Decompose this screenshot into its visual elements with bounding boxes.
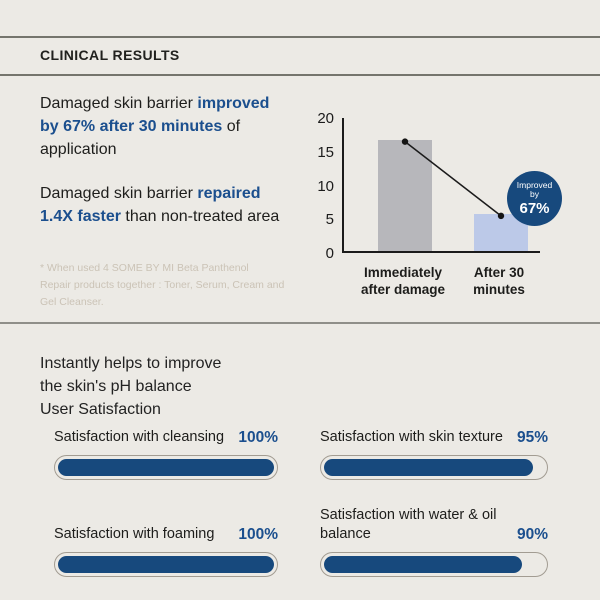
claim-repaired: Damaged skin barrier repaired 1.4X faster…: [40, 185, 280, 225]
y-tick-label: 15: [317, 143, 334, 161]
progress-fill: [58, 556, 274, 573]
satisfaction-label: Satisfaction with water & oil balance: [320, 507, 497, 542]
satisfaction-percent: 100%: [238, 526, 278, 543]
satisfaction-item-skin-texture: Satisfaction with skin texture 95%: [320, 428, 548, 480]
badge-value: 67%: [519, 199, 550, 217]
header-top-rule: [0, 36, 600, 38]
progress-fill: [324, 556, 522, 573]
header-bottom-rule: [0, 74, 600, 76]
bar-immediately-after-damage: [378, 139, 432, 251]
satisfaction-percent: 100%: [238, 429, 278, 446]
plot-area: [342, 118, 540, 253]
satisfaction-item-foaming: Satisfaction with foaming 100%: [54, 525, 278, 577]
claims-block: Damaged skin barrier improved by 67% afte…: [40, 92, 308, 249]
y-tick-label: 5: [325, 211, 334, 229]
satisfaction-item-cleansing: Satisfaction with cleansing 100%: [54, 428, 278, 480]
satisfaction-row: Satisfaction with skin texture 95%: [320, 428, 548, 447]
clinical-bar-chart: 0 5 10 15 20 Improved by 67% Immediately aft…: [290, 110, 596, 306]
x-label-immediately-after-damage: Immediately after damage: [360, 265, 446, 297]
satisfaction-item-water-oil-balance: Satisfaction with water & oil balance 90…: [320, 506, 548, 577]
satisfaction-grid: Satisfaction with cleansing 100% Satisfa…: [54, 428, 548, 577]
progress-track: [320, 552, 548, 577]
satisfaction-row: Satisfaction with cleansing 100%: [54, 428, 278, 447]
progress-fill: [58, 459, 274, 476]
satisfaction-label: Satisfaction with skin texture: [320, 429, 503, 445]
trend-line: [401, 138, 505, 220]
y-tick-label: 20: [317, 110, 334, 127]
badge-line2: by: [530, 189, 539, 199]
progress-track: [320, 455, 548, 480]
satisfaction-percent: 95%: [516, 429, 548, 446]
satisfaction-percent: 90%: [516, 526, 548, 543]
satisfaction-label: Satisfaction with cleansing: [54, 429, 225, 445]
satisfaction-heading: Instantly helps to improve the skin's pH…: [40, 355, 222, 418]
progress-fill: [324, 459, 533, 476]
footnote-text: * When used 4 SOME BY MI Beta Panthenol …: [40, 262, 285, 308]
claim-improved: Damaged skin barrier improved by 67% afte…: [40, 95, 270, 158]
y-tick-label: 0: [325, 245, 334, 262]
satisfaction-row: Satisfaction with water & oil balance 90…: [320, 506, 548, 544]
section-divider: [0, 322, 600, 324]
badge-line1: Improved: [516, 179, 553, 190]
x-label-after-30-minutes: After 30 minutes: [473, 265, 525, 297]
progress-track: [54, 552, 278, 577]
satisfaction-row: Satisfaction with foaming 100%: [54, 525, 278, 544]
improvement-badge: Improved by 67%: [507, 171, 562, 226]
y-tick-label: 10: [317, 177, 334, 195]
section-title: CLINICAL RESULTS: [40, 47, 180, 63]
satisfaction-label: Satisfaction with foaming: [54, 526, 215, 542]
progress-track: [54, 455, 278, 480]
